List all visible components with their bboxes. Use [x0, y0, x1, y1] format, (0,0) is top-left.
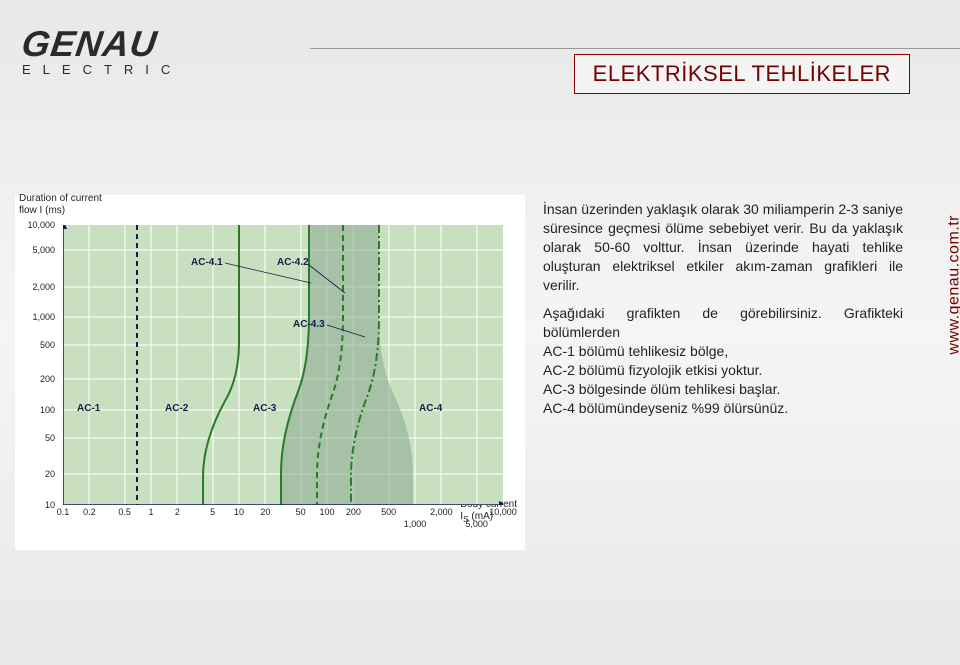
current-time-chart: Duration of currentflow I (ms) Body curr… — [15, 195, 525, 550]
page-title: ELEKTRİKSEL TEHLİKELER — [593, 61, 891, 87]
svg-text:AC-1: AC-1 — [77, 403, 101, 414]
xticks: 0.10.20.51251020501002005002,00010,0001,… — [63, 507, 503, 537]
paragraph-2: Aşağıdaki grafikten de görebilirsiniz. G… — [543, 304, 903, 342]
svg-text:AC-4.3: AC-4.3 — [293, 319, 325, 330]
yticks: 10,0005,0002,0001,000500200100502010 — [15, 225, 59, 505]
chart-ylabel: Duration of currentflow I (ms) — [19, 193, 102, 217]
line-ac3: AC-3 bölgesinde ölüm tehlikesi başlar. — [543, 380, 903, 399]
svg-text:AC-4: AC-4 — [419, 403, 443, 414]
chart-plot: A B C1 C2 C3 AC-4.1 AC-4.2 AC-4.3 AC-1 A… — [63, 225, 503, 505]
line-ac1: AC-1 bölümü tehlikesiz bölge, — [543, 342, 903, 361]
logo-main-text: GENAU — [20, 28, 265, 60]
header-divider — [310, 48, 960, 49]
brand-logo: GENAU ELECTRIC — [22, 28, 262, 77]
line-ac2: AC-2 bölümü fizyolojik etkisi yoktur. — [543, 361, 903, 380]
line-ac4: AC-4 bölümündeyseniz %99 ölürsünüz. — [543, 399, 903, 418]
paragraph-1: İnsan üzerinden yaklaşık olarak 30 milia… — [543, 200, 903, 294]
side-url: www.genau.com.tr — [946, 215, 960, 355]
body-text: İnsan üzerinden yaklaşık olarak 30 milia… — [543, 200, 903, 418]
logo-sub-text: ELECTRIC — [22, 62, 262, 77]
svg-text:AC-4.1: AC-4.1 — [191, 257, 223, 268]
svg-text:AC-2: AC-2 — [165, 403, 189, 414]
svg-text:AC-4.2: AC-4.2 — [277, 257, 309, 268]
title-box: ELEKTRİKSEL TEHLİKELER — [574, 54, 910, 94]
svg-text:AC-3: AC-3 — [253, 403, 277, 414]
